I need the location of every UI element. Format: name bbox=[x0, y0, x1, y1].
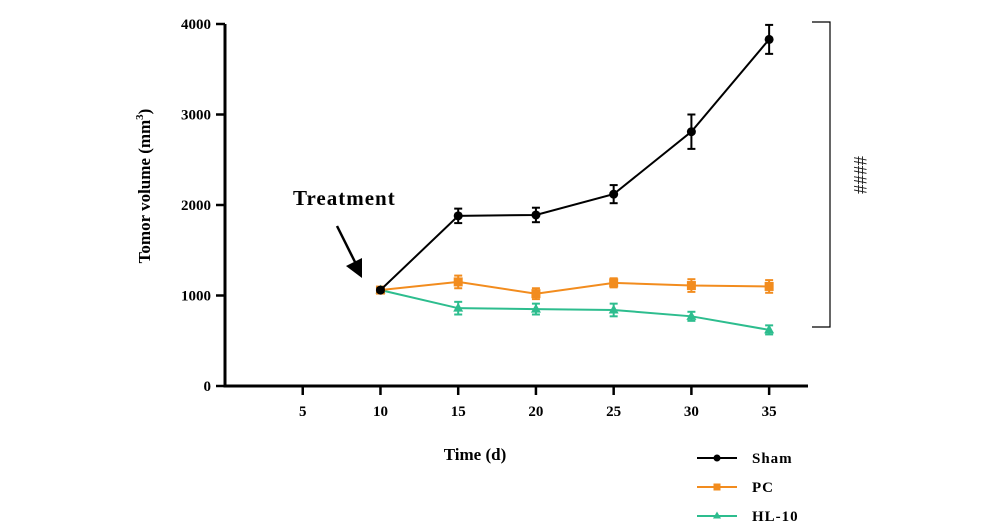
data-point-sham bbox=[686, 127, 696, 137]
treatment-arrow-icon bbox=[335, 225, 362, 278]
y-axis-title: Tomor volume (mm3) bbox=[134, 109, 154, 264]
treatment-annotation: Treatment bbox=[293, 186, 396, 210]
data-point-sham bbox=[453, 211, 463, 221]
legend-label-hl-10: HL-10 bbox=[752, 509, 799, 525]
y-tick-label: 2000 bbox=[181, 198, 211, 214]
x-tick-label: 25 bbox=[606, 404, 621, 420]
series-pc bbox=[375, 274, 774, 301]
data-point-pc bbox=[686, 281, 696, 291]
data-point-hl-10 bbox=[686, 310, 697, 320]
series-sham bbox=[375, 23, 774, 295]
series-layer bbox=[375, 23, 775, 336]
legend-marker-pc bbox=[713, 483, 721, 491]
x-tick-label: 15 bbox=[451, 404, 466, 420]
x-tick-label: 5 bbox=[299, 404, 307, 420]
data-point-sham bbox=[375, 285, 385, 295]
data-point-pc bbox=[609, 278, 619, 288]
legend-marker-sham bbox=[713, 454, 721, 462]
y-tick-label: 1000 bbox=[181, 289, 211, 305]
series-line-sham bbox=[379, 38, 770, 291]
x-axis-title: Time (d) bbox=[444, 445, 507, 464]
legend-marker-hl-10 bbox=[713, 511, 721, 519]
y-tick-label: 3000 bbox=[181, 108, 211, 124]
x-tick-label: 35 bbox=[762, 404, 777, 420]
y-tick-label: 0 bbox=[204, 379, 212, 395]
legend: Sham PC HL-10 bbox=[697, 451, 799, 525]
data-point-hl-10 bbox=[608, 304, 619, 314]
data-point-sham bbox=[531, 210, 541, 220]
data-point-pc bbox=[764, 281, 774, 291]
series-line-pc bbox=[380, 280, 770, 295]
data-point-pc bbox=[531, 289, 541, 299]
data-point-hl-10 bbox=[453, 302, 464, 312]
data-point-sham bbox=[609, 189, 619, 199]
legend-label-sham: Sham bbox=[752, 451, 793, 467]
data-point-pc bbox=[453, 277, 463, 287]
significance-marker: #### bbox=[849, 156, 870, 195]
data-point-sham bbox=[764, 34, 774, 44]
significance-bracket bbox=[812, 21, 831, 328]
series-hl-10 bbox=[375, 284, 775, 336]
x-tick-label: 10 bbox=[373, 404, 388, 420]
legend-label-pc: PC bbox=[752, 480, 774, 496]
x-tick-label: 30 bbox=[684, 404, 699, 420]
y-tick-label: 4000 bbox=[181, 17, 211, 33]
axes-layer: 0 1000 2000 3000 4000 5 10 15 20 25 30 35 bbox=[181, 17, 808, 420]
data-point-hl-10 bbox=[764, 324, 775, 334]
series-line-hl-10 bbox=[380, 289, 770, 331]
data-point-hl-10 bbox=[530, 303, 541, 313]
x-tick-label: 20 bbox=[528, 404, 543, 420]
